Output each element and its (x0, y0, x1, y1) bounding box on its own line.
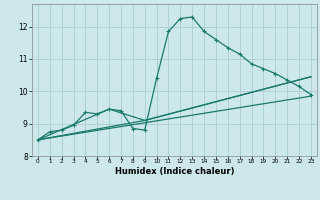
X-axis label: Humidex (Indice chaleur): Humidex (Indice chaleur) (115, 167, 234, 176)
